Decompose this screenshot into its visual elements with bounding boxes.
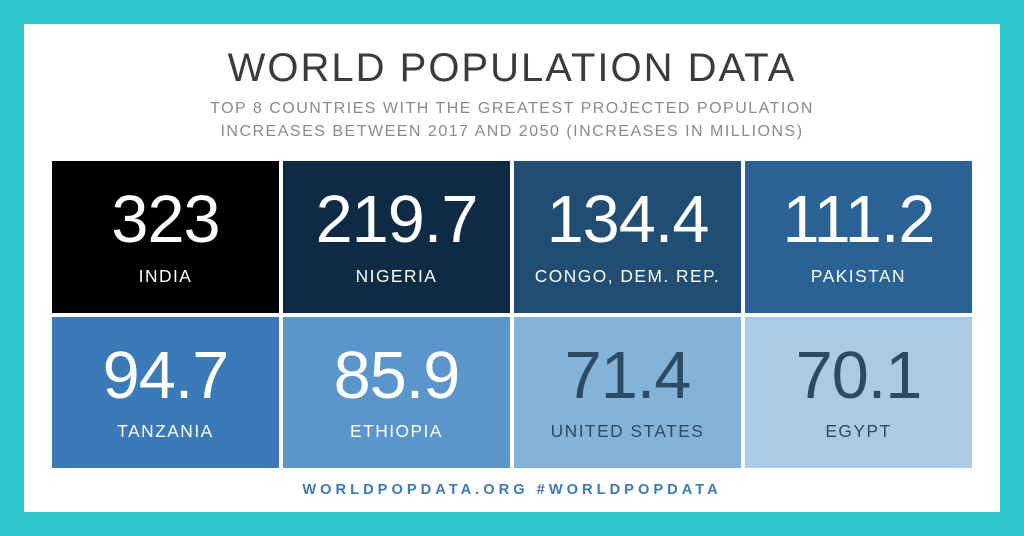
tile: 94.7 TANZANIA	[52, 317, 279, 468]
tile-value: 219.7	[316, 187, 478, 254]
subtitle-line-2: INCREASES BETWEEN 2017 AND 2050 (INCREAS…	[220, 123, 803, 140]
tile: 134.4 CONGO, DEM. REP.	[514, 161, 741, 312]
tile-label: TANZANIA	[117, 421, 213, 442]
page-title: WORLD POPULATION DATA	[228, 46, 797, 91]
tile-label: INDIA	[139, 266, 193, 287]
tiles-grid: 323 INDIA 219.7 NIGERIA 134.4 CONGO, DEM. REP…	[52, 161, 972, 468]
tile-value: 323	[111, 187, 219, 254]
tile-value: 71.4	[565, 343, 691, 410]
tile: 71.4 UNITED STATES	[514, 317, 741, 468]
footer-text: WORLDPOPDATA.ORG #WORLDPOPDATA	[302, 482, 721, 498]
tile-label: UNITED STATES	[551, 421, 705, 442]
tile-label: NIGERIA	[356, 266, 438, 287]
page-subtitle: TOP 8 COUNTRIES WITH THE GREATEST PROJEC…	[210, 97, 814, 143]
tile: 219.7 NIGERIA	[283, 161, 510, 312]
tile: 85.9 ETHIOPIA	[283, 317, 510, 468]
tile: 70.1 EGYPT	[745, 317, 972, 468]
tile: 323 INDIA	[52, 161, 279, 312]
tile: 111.2 PAKISTAN	[745, 161, 972, 312]
subtitle-line-1: TOP 8 COUNTRIES WITH THE GREATEST PROJEC…	[210, 100, 814, 117]
tile-label: EGYPT	[825, 421, 891, 442]
tile-value: 70.1	[796, 343, 922, 410]
tile-value: 134.4	[547, 187, 709, 254]
tile-value: 94.7	[103, 343, 229, 410]
tile-label: ETHIOPIA	[350, 421, 443, 442]
tile-value: 111.2	[783, 187, 935, 254]
tile-label: CONGO, DEM. REP.	[535, 266, 720, 287]
tile-label: PAKISTAN	[811, 266, 906, 287]
tile-value: 85.9	[334, 343, 460, 410]
infographic-panel: WORLD POPULATION DATA TOP 8 COUNTRIES WI…	[24, 24, 1000, 512]
